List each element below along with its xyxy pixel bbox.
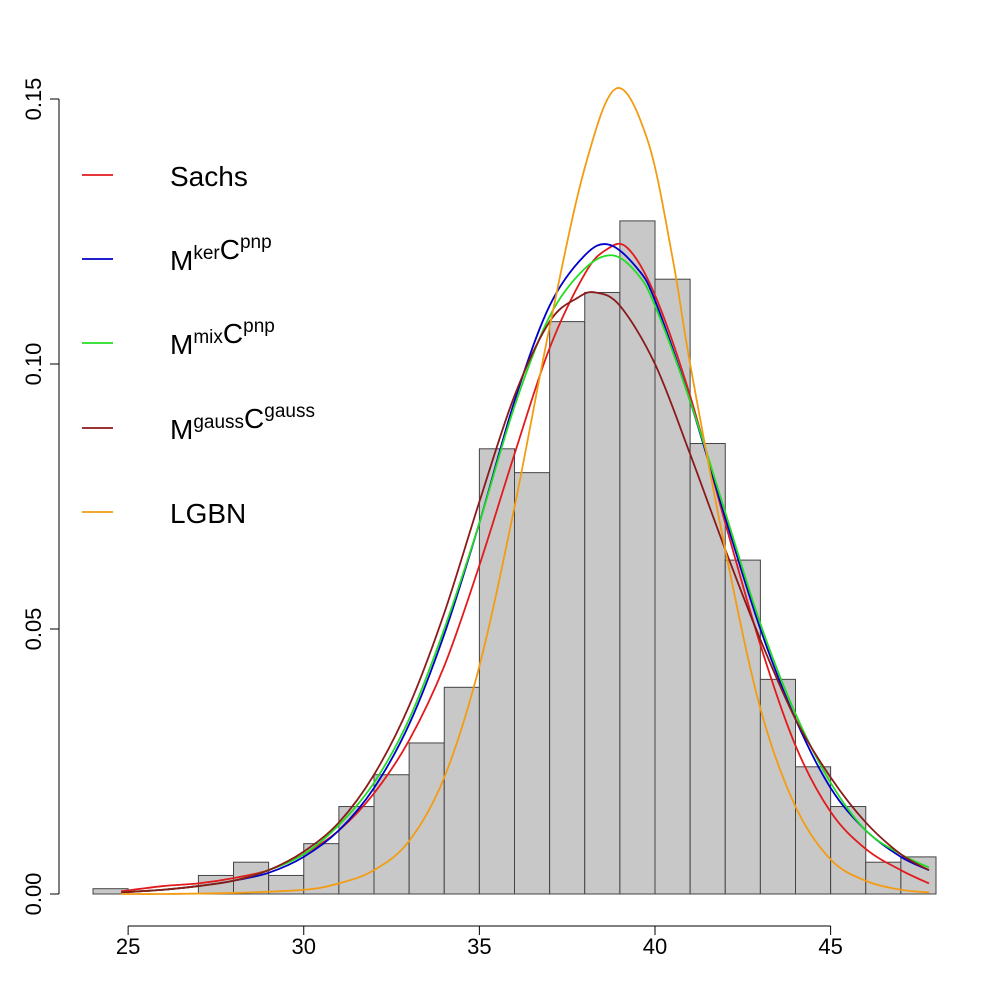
legend-label-mgausscgauss: MgaussCgauss <box>170 401 315 445</box>
legend-label-mmixcpnp: MmixCpnp <box>170 316 275 360</box>
y-tick-label-0.15: 0.15 <box>21 78 46 121</box>
histogram-bar-13 <box>549 321 586 895</box>
x-tick-label-45: 45 <box>818 934 842 959</box>
legend-text-base2: C <box>220 234 240 265</box>
axes: 25 30 35 40 45 0.00 0.05 0.10 0.15 <box>21 78 843 959</box>
legend-label-lgbn: LGBN <box>170 498 246 529</box>
legend-text-sup1: mix <box>193 327 223 348</box>
histogram-bar-10 <box>443 686 480 895</box>
histogram-bars <box>92 220 937 895</box>
y-tick-label-0.05: 0.05 <box>21 608 46 651</box>
histogram-bar-14 <box>584 291 621 895</box>
series-line-mgausscgauss <box>121 291 930 894</box>
x-tick-label-25: 25 <box>116 934 140 959</box>
legend-label-mkercpnp: MkerCpnp <box>170 232 272 276</box>
series-line-lgbn <box>121 87 930 895</box>
legend-text-base1: Sachs <box>170 161 248 192</box>
y-tick-label-0.00: 0.00 <box>21 873 46 916</box>
histogram-bar-8 <box>373 774 410 895</box>
legend-text-base2: C <box>223 318 243 349</box>
x-tick-label-30: 30 <box>292 934 316 959</box>
legend-text-base2: C <box>244 403 264 434</box>
legend-text-sup2: pnp <box>240 232 272 253</box>
histogram-bar-16 <box>654 278 691 895</box>
x-tick-label-35: 35 <box>467 934 491 959</box>
histogram-bar-9 <box>408 742 445 895</box>
histogram-bar-20 <box>795 766 832 895</box>
density-curves <box>120 87 930 895</box>
y-tick-label-0.10: 0.10 <box>21 343 46 386</box>
histogram-bar-11 <box>478 448 516 895</box>
histogram-bar-15 <box>619 220 656 895</box>
legend-text-base1: M <box>170 245 193 276</box>
legend-text-sup1: ker <box>193 243 220 264</box>
legend-text-base1: M <box>170 414 193 445</box>
histogram-bar-18 <box>724 559 761 895</box>
histogram-bar-19 <box>759 678 797 895</box>
legend-text-sup1: gauss <box>193 412 244 433</box>
legend-text-sup2: gauss <box>264 401 315 422</box>
histogram-bar-12 <box>514 472 551 895</box>
legend-label-sachs: Sachs <box>170 161 248 192</box>
legend-text-base1: M <box>170 329 193 360</box>
legend-text-base1: LGBN <box>170 498 246 529</box>
legend-text-sup2: pnp <box>243 316 275 337</box>
x-tick-label-40: 40 <box>643 934 667 959</box>
histogram-bar-17 <box>689 443 726 895</box>
